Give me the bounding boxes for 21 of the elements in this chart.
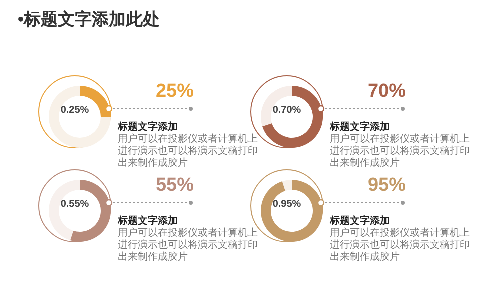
chart-title: •标题文字添加此处 bbox=[18, 9, 160, 31]
text: 用户可以在投影仪或者计算机上进行演示也可以将演示文稿打印出来制作成胶片 bbox=[330, 134, 470, 170]
text: 用户可以在投影仪或者计算机上进行演示也可以将演示文稿打印出来制作成胶片 bbox=[118, 134, 258, 170]
text: 25% bbox=[154, 81, 194, 103]
donut-slice bbox=[282, 180, 292, 192]
text: 标题文字添加 bbox=[118, 214, 178, 228]
text: 标题文字添加 bbox=[118, 120, 178, 134]
text: 0.55% bbox=[60, 199, 90, 210]
text: 70% bbox=[366, 81, 406, 103]
text: 0.70% bbox=[272, 105, 302, 116]
text: 标题文字添加 bbox=[330, 120, 390, 134]
text: 0.95% bbox=[272, 199, 302, 210]
text: 55% bbox=[154, 175, 194, 197]
text: 标题文字添加 bbox=[330, 214, 390, 228]
donut-slice bbox=[49, 86, 111, 148]
text: 95% bbox=[366, 175, 406, 197]
text: 用户可以在投影仪或者计算机上进行演示也可以将演示文稿打印出来制作成胶片 bbox=[118, 228, 258, 264]
donut-slice bbox=[261, 180, 323, 242]
donut-slice bbox=[262, 86, 323, 148]
text: 0.25% bbox=[60, 105, 90, 116]
text: 用户可以在投影仪或者计算机上进行演示也可以将演示文稿打印出来制作成胶片 bbox=[330, 228, 470, 264]
